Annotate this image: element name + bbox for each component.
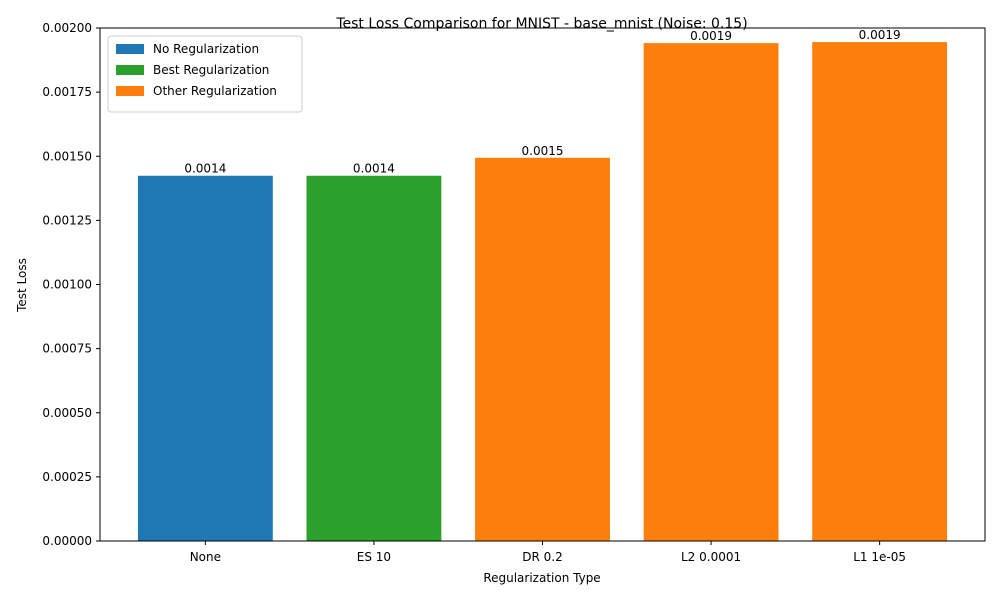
legend-entry-label: Best Regularization (153, 63, 269, 77)
x-axis-label: Regularization Type (483, 571, 600, 585)
data-label: 0.0014 (184, 162, 226, 176)
y-axis-label: Test Loss (15, 258, 29, 313)
x-tick-label: ES 10 (357, 550, 391, 564)
y-tick-label: 0.00050 (42, 406, 92, 420)
legend-entry-label: No Regularization (153, 42, 259, 56)
bar (306, 175, 442, 541)
x-tick-label: L1 1e-05 (853, 550, 906, 564)
y-axis: 0.00000 0.00025 0.00050 0.00075 0.00100 0.001… (42, 21, 100, 548)
plot-frame (99, 27, 986, 542)
bar (643, 43, 779, 542)
bars-group (137, 42, 948, 542)
legend-swatch (116, 86, 144, 96)
data-label: 0.0019 (690, 29, 732, 43)
y-tick-label: 0.00125 (42, 213, 92, 227)
legend: No Regularization Best Regularization Othe… (107, 35, 303, 113)
legend-swatch (116, 44, 144, 54)
legend-swatch (116, 65, 144, 75)
y-tick-label: 0.00175 (42, 85, 92, 99)
y-tick-label: 0.00200 (42, 21, 92, 35)
chart-title: Test Loss Comparison for MNIST - base_mn… (335, 16, 747, 32)
data-label: 0.0014 (353, 162, 395, 176)
legend-box (107, 35, 303, 113)
bar (475, 157, 610, 541)
y-tick-label: 0.00025 (42, 470, 92, 484)
y-tick-label: 0.00075 (42, 342, 92, 356)
x-tick-label: None (190, 550, 221, 564)
bar (812, 42, 948, 542)
data-labels-group: 0.0014 0.0014 0.0015 0.0019 0.0019 (184, 28, 900, 176)
y-tick-label: 0.00150 (42, 149, 92, 163)
data-label: 0.0015 (522, 144, 564, 158)
y-tick-label: 0.00100 (42, 278, 92, 292)
x-axis: None ES 10 DR 0.2 L2 0.0001 L1 1e-05 (190, 541, 906, 564)
legend-entry-label: Other Regularization (153, 84, 277, 98)
bar (137, 175, 273, 541)
y-tick-label: 0.00000 (42, 534, 92, 548)
x-tick-label: L2 0.0001 (681, 550, 741, 564)
x-tick-label: DR 0.2 (522, 550, 562, 564)
data-label: 0.0019 (859, 28, 901, 42)
